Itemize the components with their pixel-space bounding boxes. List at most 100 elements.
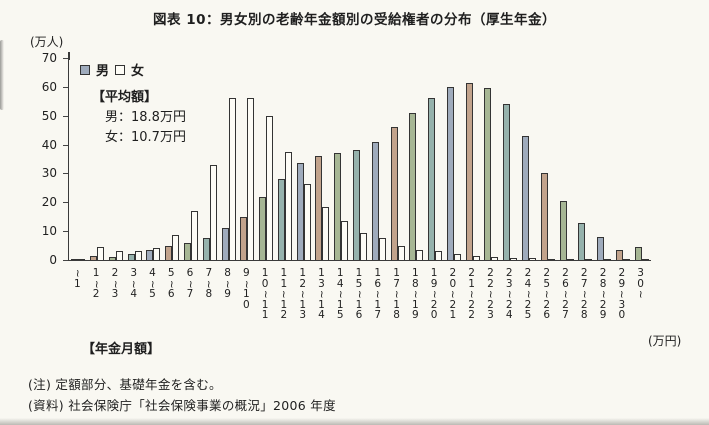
x-tick-char: 4	[318, 309, 325, 321]
bar-male	[259, 196, 267, 260]
x-tick-char: ~	[409, 289, 422, 299]
x-tick-label: 8 ~9	[218, 268, 237, 300]
x-tick-char: 2	[299, 277, 306, 290]
x-tick-label: 2 5 ~2 6	[537, 268, 556, 321]
x-tick-char: 1	[430, 267, 438, 279]
x-tick-char: 2	[505, 298, 513, 311]
x-tick-char: 4	[524, 277, 532, 290]
x-tick-char: 1	[299, 267, 306, 279]
female-legend-swatch-icon	[115, 64, 126, 75]
bar-female	[78, 258, 86, 260]
y-tick-mark	[63, 231, 68, 233]
x-tick-char: 2	[449, 267, 457, 279]
bar-female	[115, 251, 123, 260]
category-group	[276, 58, 295, 260]
y-tick-label: 30	[41, 166, 57, 181]
y-axis-line	[68, 52, 70, 60]
x-tick-char: 1	[411, 267, 419, 279]
x-tick-char: 9	[224, 288, 231, 300]
x-tick-char: 2	[449, 298, 457, 311]
x-tick-char: 1	[336, 298, 344, 311]
x-tick-char: 1	[374, 298, 382, 311]
category-group	[538, 58, 557, 260]
y-tick-mark	[63, 144, 68, 146]
x-tick-char: 2	[468, 298, 475, 311]
bar-female	[97, 246, 105, 260]
bar-male	[221, 228, 229, 260]
source-note: (資料) 社会保険庁「社会保険事業の概況」2006 年度	[28, 398, 336, 413]
x-tick-char: 2	[599, 298, 607, 311]
x-tick-char: ~	[221, 279, 234, 289]
x-tick-label: 1 7 ~1 8	[387, 268, 406, 321]
bar-female	[491, 257, 499, 260]
bar-female	[528, 258, 536, 260]
x-tick-char: ~	[127, 279, 140, 289]
x-tick-label: 2 1 ~2 2	[462, 268, 481, 321]
bar-male	[390, 127, 398, 260]
x-tick-char: 3	[318, 277, 325, 290]
x-tick-label: 1 3 ~1 4	[312, 268, 331, 321]
category-group	[294, 58, 313, 260]
bar-female	[622, 259, 630, 260]
x-tick-char: 2	[562, 267, 569, 279]
x-tick-char: 1	[374, 267, 382, 279]
x-tick-char: ~	[465, 289, 478, 299]
x-tick-char: ~	[334, 289, 347, 299]
x-tick-label: 2 0 ~2 1	[443, 268, 462, 321]
y-tick-label: 50	[41, 108, 57, 123]
bar-female	[378, 238, 386, 260]
x-tick-char: 4	[149, 267, 156, 279]
category-group	[501, 58, 520, 260]
bar-female	[397, 245, 405, 260]
category-group	[200, 58, 219, 260]
category-group	[107, 58, 126, 260]
x-tick-char: ~	[278, 289, 291, 299]
x-tick-char: ~	[616, 289, 629, 299]
x-tick-char: 4	[505, 309, 513, 321]
category-group	[595, 58, 614, 260]
x-tick-char: 6	[167, 288, 175, 300]
bar-female	[247, 98, 255, 260]
bar-female	[604, 259, 612, 260]
bar-male	[446, 86, 454, 260]
x-tick-char: 3	[487, 309, 494, 321]
y-tick-mark	[63, 86, 68, 88]
x-tick-char: ~	[372, 289, 384, 299]
x-tick-char: 6	[543, 309, 551, 321]
x-tick-char: 7	[562, 309, 569, 321]
x-tick-char: 9	[618, 277, 626, 290]
x-tick-char: 1	[261, 298, 269, 311]
x-tick-label: 2 2 ~2 3	[481, 268, 500, 321]
bar-male	[296, 163, 304, 260]
x-tick-char: 5	[336, 309, 344, 321]
x-tick-char: ~	[259, 289, 272, 299]
bar-female	[228, 98, 236, 260]
y-tick-mark	[63, 260, 68, 261]
x-tick-char: 8	[580, 309, 588, 321]
x-tick-char: 2	[468, 267, 475, 279]
x-tick-char: ~	[315, 289, 328, 299]
x-tick-label: 1 5 ~1 6	[350, 268, 369, 321]
x-tick-char: 2	[599, 267, 607, 279]
category-group	[369, 58, 388, 260]
bar-male	[578, 222, 586, 260]
bar-female	[153, 248, 161, 260]
x-tick-char: 8	[393, 309, 400, 321]
bar-female	[341, 221, 349, 260]
bar-male	[615, 249, 623, 260]
category-group	[351, 58, 370, 260]
plot-area	[68, 58, 651, 261]
category-group	[613, 58, 632, 260]
x-tick-char: ~	[540, 289, 553, 299]
average-annotation: 【平均額】 男：18.8万円 女：10.7万円	[92, 88, 186, 148]
category-group	[332, 58, 351, 260]
bar-male	[634, 247, 642, 260]
x-tick-char: 0	[430, 309, 438, 321]
y-tick-label: 70	[41, 51, 57, 65]
x-tick-char: 9	[599, 309, 607, 321]
x-tick-char: 5	[524, 309, 532, 321]
bar-female	[191, 210, 199, 260]
category-group	[238, 58, 257, 260]
bar-male	[90, 255, 98, 260]
x-tick-label: 7 ~8	[199, 268, 218, 300]
